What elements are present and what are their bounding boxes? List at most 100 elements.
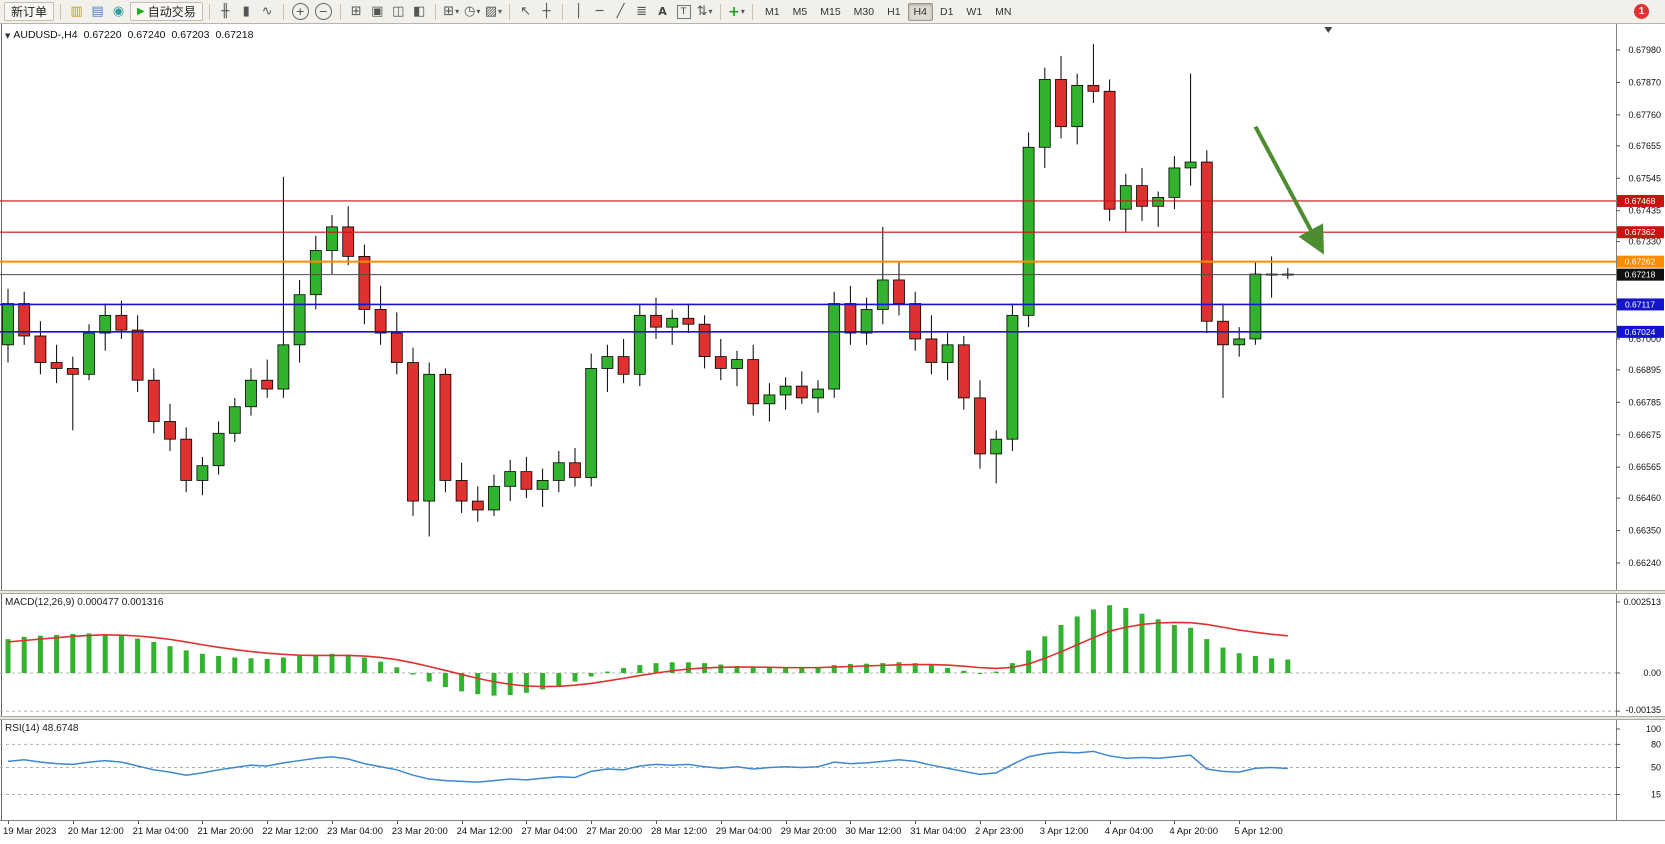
price-badge-label: 0.67262 [1625, 257, 1656, 267]
bull-candle [1168, 167, 1181, 198]
text-tool-icon[interactable]: A [658, 5, 667, 18]
line-chart-icon[interactable]: ∿ [261, 4, 273, 19]
macd-indicator-label: MACD(12,26,9) 0.000477 0.001316 [5, 597, 163, 608]
bear-candle [164, 421, 176, 440]
macd-bar [216, 656, 222, 673]
bull-candle [245, 379, 257, 408]
data-window-icon[interactable]: ▤ [91, 4, 104, 19]
macd-bar [864, 663, 870, 673]
crosshair-icon[interactable]: ┼ [542, 4, 551, 19]
time-tick [267, 821, 269, 824]
bull-candle [504, 471, 517, 487]
vertical-line-tool-icon[interactable]: │ [574, 4, 583, 19]
bar-chart-icon[interactable]: ╫ [221, 4, 230, 19]
tile-horizontal-icon[interactable]: ◫ [392, 4, 405, 19]
bull-candle [488, 485, 500, 511]
one-click-trading-toggle[interactable]: ▼ [5, 32, 11, 40]
bull-candle [812, 388, 824, 399]
macd-canvas[interactable]: 0.002513 0.00 -0.00135 [0, 594, 1665, 716]
new-order-button[interactable]: 新订单 [4, 2, 55, 21]
bull-candle [941, 344, 954, 363]
new-chart-dropdown[interactable]: ⊞ ▾ [442, 3, 461, 21]
toolbar: 新订单 ▥ ▤ ◉ ▶ 自动交易 ╫ ▮ ∿ + − ⊞ ▣ ◫ ◧ ⊞ ▾ ◷ ▾… [0, 0, 1665, 24]
timeframe-button-m1[interactable]: M1 [765, 5, 780, 18]
macd-bar [297, 656, 303, 673]
macd-bar [831, 665, 837, 673]
market-watch-icon[interactable]: ▥ [70, 4, 83, 19]
timeframe-button-m5[interactable]: M5 [792, 5, 808, 18]
time-axis-label: 4 Apr 20:00 [1169, 826, 1218, 837]
horizontal-lines[interactable]: 0.67468 0.67362 0.67262 0.67218 0.67117 0.670… [0, 194, 1664, 338]
timeframe-button-h1[interactable]: H1 [887, 5, 901, 18]
panel-splitter[interactable] [0, 716, 1665, 720]
macd-bar [1155, 619, 1161, 673]
bear-candle [131, 329, 144, 381]
main-chart-canvas[interactable]: 0.67980 0.67870 0.67760 0.67655 0.67545 0.674… [0, 24, 1665, 590]
macd-bar [912, 663, 918, 673]
trend-arrow-annotation[interactable] [1253, 125, 1324, 255]
macd-tick-label: 0.00 [1643, 668, 1661, 678]
time-axis[interactable]: 19 Mar 2023 20 Mar 12:00 21 Mar 04:00 21 Ma… [0, 820, 1665, 844]
zoom-in-icon[interactable]: + [291, 3, 309, 20]
zoom-out-icon[interactable]: − [314, 3, 332, 20]
template-icon: ▨ [484, 4, 498, 19]
candlestick-chart-icon[interactable]: ▮ [242, 4, 250, 19]
bear-candle [180, 438, 193, 481]
chart-left-border [1, 24, 2, 820]
macd-bar [1107, 605, 1113, 673]
toolbar-separator [208, 3, 210, 20]
rsi-canvas[interactable]: 100 80 50 15 [0, 720, 1665, 820]
macd-bar [70, 634, 76, 673]
tile-vertical-icon[interactable]: ◧ [413, 4, 426, 19]
timeframe-button-d1[interactable]: D1 [939, 5, 954, 18]
time-axis-label: 2 Apr 23:00 [975, 826, 1024, 837]
price-tick-label: 0.66460 [1628, 493, 1661, 503]
add-indicator-dropdown[interactable]: + ▾ [727, 3, 746, 21]
timeframe-button-m30[interactable]: M30 [853, 5, 875, 18]
fibonacci-tool-icon[interactable]: ≣ [636, 4, 647, 19]
bear-candle [682, 317, 695, 325]
cascade-windows-icon[interactable]: ▣ [371, 4, 384, 19]
autotrading-button[interactable]: ▶ 自动交易 [130, 2, 203, 21]
time-axis-label: 3 Apr 12:00 [1039, 826, 1089, 837]
macd-bar [637, 665, 643, 673]
symbol-period-label: AUDUSD-,H4 [13, 29, 78, 41]
timeframe-button-w1[interactable]: W1 [966, 5, 983, 18]
time-tick [137, 821, 139, 824]
macd-bar [1139, 613, 1145, 673]
toolbar-separator [339, 3, 341, 20]
chart-shift-marker[interactable] [1324, 27, 1333, 33]
bear-candle [1217, 320, 1229, 346]
panel-splitter[interactable] [0, 590, 1665, 594]
timeframe-button-m15[interactable]: M15 [820, 5, 841, 18]
timeframe-button-h4[interactable]: H4 [907, 2, 933, 21]
bull-candle [585, 368, 598, 478]
horizontal-line-tool-icon[interactable]: ─ [595, 4, 604, 19]
arrows-tool-dropdown[interactable]: ⇅ ▾ [695, 3, 714, 21]
price-badge [1617, 325, 1664, 338]
bull-candle [779, 385, 792, 396]
clock-icon: ◷ [464, 4, 476, 19]
trendline-tool-icon[interactable]: ╱ [616, 4, 625, 19]
navigator-icon[interactable]: ◉ [112, 4, 125, 19]
price-tick-label: 0.66350 [1628, 526, 1661, 536]
label-tool-icon[interactable]: T [674, 3, 693, 21]
tile-windows-icon[interactable]: ⊞ [350, 4, 362, 19]
period-dropdown[interactable]: ◷ ▾ [463, 3, 482, 21]
bear-candle [1055, 79, 1067, 128]
timeframe-button-mn[interactable]: MN [995, 5, 1012, 18]
macd-bar [361, 657, 367, 673]
macd-bar [410, 673, 416, 675]
time-tick [1239, 821, 1241, 824]
notification-badge[interactable]: 1 [1634, 4, 1649, 19]
price-tick-label: 0.66895 [1628, 365, 1661, 375]
cursor-icon[interactable]: ↖ [520, 4, 531, 19]
template-dropdown[interactable]: ▨ ▾ [484, 3, 503, 21]
macd-bar [1220, 647, 1226, 673]
bear-candle [957, 344, 970, 399]
price-badge [1617, 194, 1664, 207]
chevron-down-icon: ▾ [498, 7, 503, 16]
macd-bar [86, 633, 92, 673]
time-axis-label: 22 Mar 12:00 [262, 826, 319, 837]
bull-candle [860, 309, 873, 334]
